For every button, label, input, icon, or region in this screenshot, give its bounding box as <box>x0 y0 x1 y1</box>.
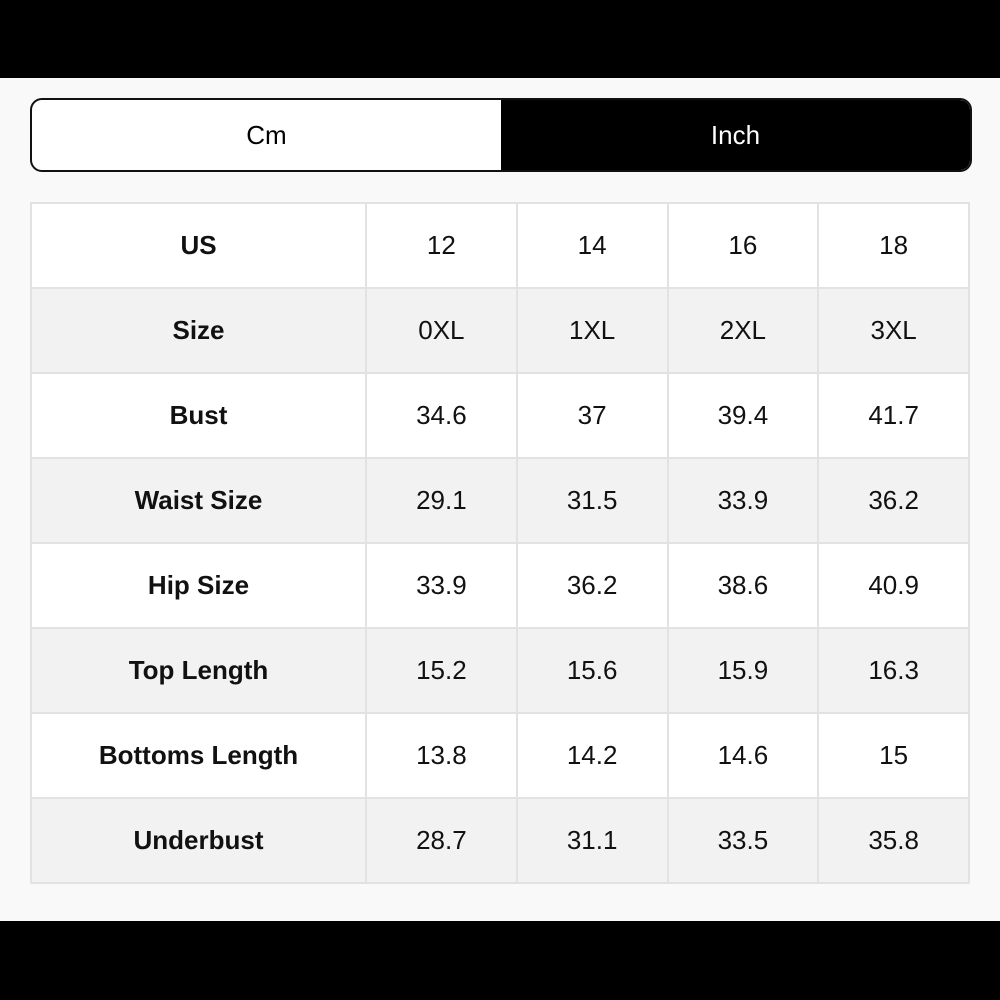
table-cell: 16.3 <box>817 627 970 714</box>
table-cell: 15.9 <box>666 627 820 714</box>
table-cell: 33.5 <box>666 797 820 884</box>
row-header: Bottoms Length <box>30 712 367 799</box>
table-row: US 12 14 16 18 <box>30 202 970 289</box>
table-cell: 40.9 <box>817 542 970 629</box>
table-cell: 15.6 <box>515 627 669 714</box>
table-cell: 0XL <box>365 287 518 374</box>
table-cell: 28.7 <box>365 797 518 884</box>
row-header: Top Length <box>30 627 367 714</box>
table-cell: 14.6 <box>666 712 820 799</box>
table-cell: 33.9 <box>666 457 820 544</box>
table-cell: 3XL <box>817 287 970 374</box>
table-cell: 14 <box>515 202 669 289</box>
table-cell: 12 <box>365 202 518 289</box>
row-header: Hip Size <box>30 542 367 629</box>
table-cell: 36.2 <box>515 542 669 629</box>
table-cell: 29.1 <box>365 457 518 544</box>
table-cell: 31.5 <box>515 457 669 544</box>
table-cell: 41.7 <box>817 372 970 459</box>
table-cell: 31.1 <box>515 797 669 884</box>
row-header: Underbust <box>30 797 367 884</box>
row-header: Size <box>30 287 367 374</box>
table-cell: 34.6 <box>365 372 518 459</box>
table-cell: 13.8 <box>365 712 518 799</box>
table-row: Bust 34.6 37 39.4 41.7 <box>30 372 970 459</box>
table-row: Size 0XL 1XL 2XL 3XL <box>30 287 970 374</box>
table-cell: 2XL <box>666 287 820 374</box>
table-cell: 14.2 <box>515 712 669 799</box>
table-row: Bottoms Length 13.8 14.2 14.6 15 <box>30 712 970 799</box>
table-row: Top Length 15.2 15.6 15.9 16.3 <box>30 627 970 714</box>
row-header: Bust <box>30 372 367 459</box>
table-cell: 36.2 <box>817 457 970 544</box>
table-cell: 38.6 <box>666 542 820 629</box>
row-header: Waist Size <box>30 457 367 544</box>
table-cell: 35.8 <box>817 797 970 884</box>
table-cell: 33.9 <box>365 542 518 629</box>
table-cell: 18 <box>817 202 970 289</box>
row-header: US <box>30 202 367 289</box>
size-table: US 12 14 16 18 Size 0XL 1XL 2XL 3XL Bust 34.6 37 39.4… <box>30 202 970 884</box>
size-chart-panel: Cm Inch US 12 14 16 18 Size 0XL 1XL 2XL 3XL Bust 34.… <box>0 78 1000 921</box>
table-cell: 15 <box>817 712 970 799</box>
table-cell: 1XL <box>515 287 669 374</box>
table-row: Underbust 28.7 31.1 33.5 35.8 <box>30 797 970 884</box>
table-row: Waist Size 29.1 31.5 33.9 36.2 <box>30 457 970 544</box>
table-cell: 16 <box>666 202 820 289</box>
table-cell: 37 <box>515 372 669 459</box>
table-row: Hip Size 33.9 36.2 38.6 40.9 <box>30 542 970 629</box>
table-cell: 15.2 <box>365 627 518 714</box>
unit-tab[interactable]: Inch <box>501 100 970 170</box>
unit-tab[interactable]: Cm <box>246 119 287 150</box>
table-cell: 39.4 <box>666 372 820 459</box>
unit-toggle: Cm Inch <box>30 98 972 172</box>
